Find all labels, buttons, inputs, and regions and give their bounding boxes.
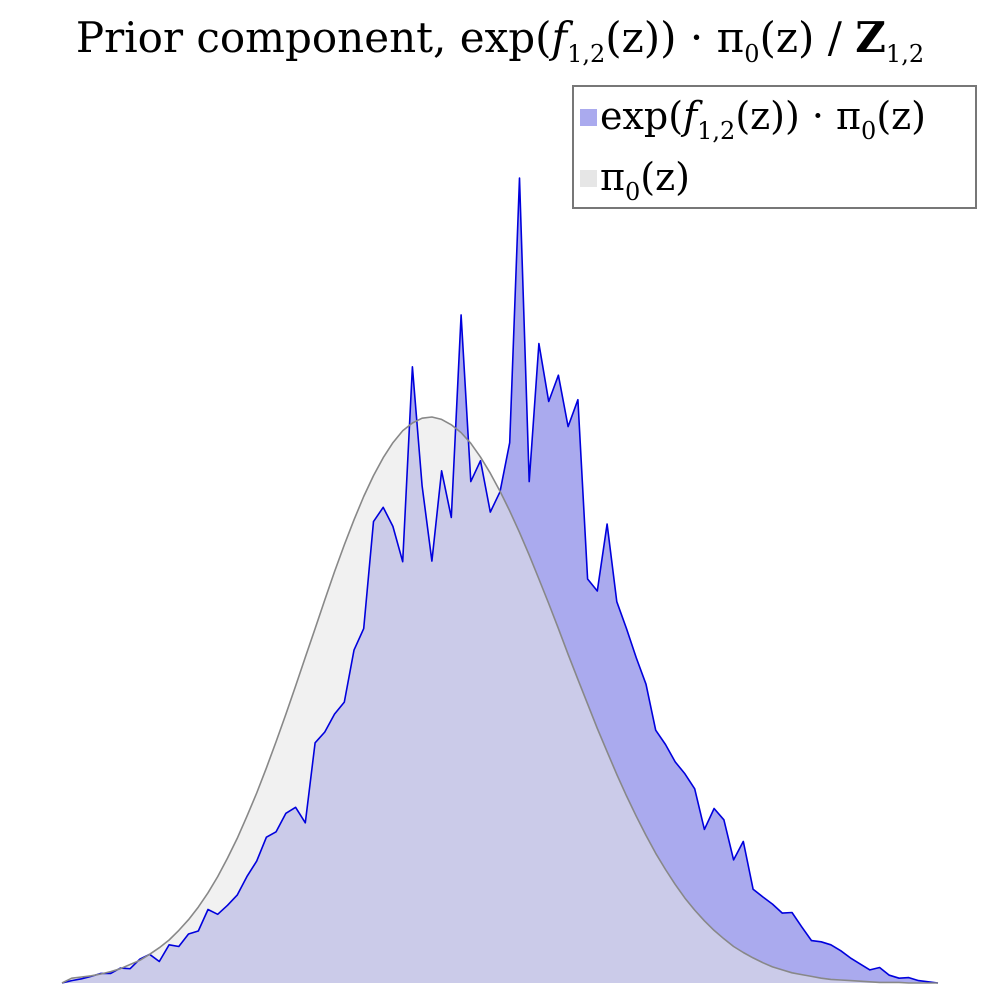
legend-label-series-2: π0(z) [600, 155, 690, 206]
series-area-2 [62, 417, 938, 983]
series-line-2 [61, 416, 938, 984]
plot-area [61, 177, 939, 984]
chart-title: Prior component, exp(f1,2(z)) · π0(z) / … [76, 13, 924, 68]
legend-box [572, 85, 977, 209]
legend-swatch-series-2 [580, 170, 597, 187]
legend: exp(f1,2(z)) · π0(z) π0(z) [572, 85, 977, 209]
legend-swatch-series-1 [580, 109, 597, 126]
legend-label-series-1: exp(f1,2(z)) · π0(z) [600, 94, 926, 145]
